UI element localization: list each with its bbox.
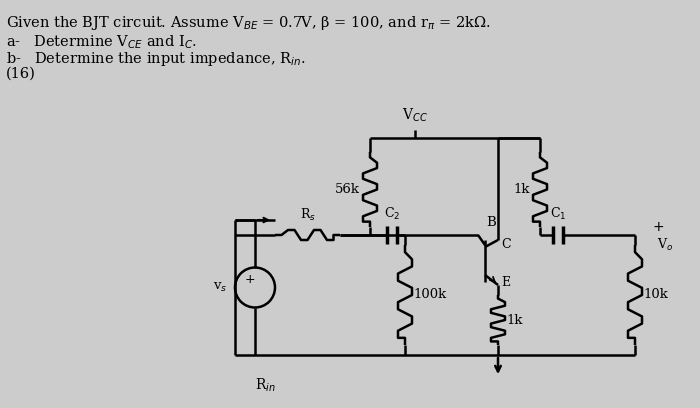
Text: Given the BJT circuit. Assume V$_{BE}$ = 0.7V, β = 100, and r$_{π}$ = 2kΩ.: Given the BJT circuit. Assume V$_{BE}$ =… <box>6 14 491 32</box>
Text: E: E <box>501 275 510 288</box>
Text: C$_2$: C$_2$ <box>384 206 400 222</box>
Text: 100k: 100k <box>413 288 447 302</box>
Text: R$_s$: R$_s$ <box>300 207 316 223</box>
Text: v$_s$: v$_s$ <box>213 281 227 294</box>
Text: C: C <box>501 239 510 251</box>
Text: V$_o$: V$_o$ <box>657 237 673 253</box>
Text: 56k: 56k <box>335 183 360 196</box>
Text: B: B <box>486 216 496 229</box>
Text: +: + <box>245 273 255 286</box>
Text: V$_{CC}$: V$_{CC}$ <box>402 106 428 124</box>
Text: 1k: 1k <box>506 313 522 326</box>
Text: C$_1$: C$_1$ <box>550 206 566 222</box>
Text: +: + <box>652 220 664 234</box>
Text: 1k: 1k <box>514 183 530 196</box>
Text: R$_{in}$: R$_{in}$ <box>255 377 275 395</box>
Text: 10k: 10k <box>643 288 668 302</box>
Text: b-   Determine the input impedance, R$_{in}$.: b- Determine the input impedance, R$_{in… <box>6 50 306 68</box>
Text: a-   Determine V$_{CE}$ and I$_{C}$.: a- Determine V$_{CE}$ and I$_{C}$. <box>6 33 197 51</box>
Text: (16): (16) <box>6 67 36 81</box>
